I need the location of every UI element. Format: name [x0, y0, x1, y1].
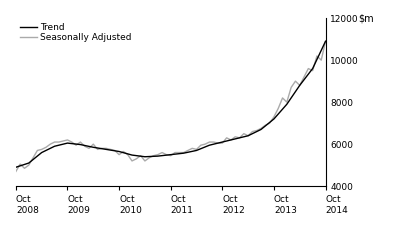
Line: Trend: Trend — [16, 41, 326, 167]
Seasonally Adjusted — [323, 40, 328, 43]
Line: Seasonally Adjusted: Seasonally Adjusted — [16, 41, 326, 171]
Y-axis label: $m: $m — [358, 13, 374, 23]
Trend — [272, 118, 276, 120]
Trend — [13, 166, 18, 169]
Seasonally Adjusted — [117, 153, 121, 156]
Trend — [168, 153, 173, 156]
Seasonally Adjusted — [272, 116, 276, 118]
Trend — [293, 90, 298, 93]
Seasonally Adjusted — [293, 80, 298, 82]
Legend: Trend, Seasonally Adjusted: Trend, Seasonally Adjusted — [20, 23, 132, 42]
Seasonally Adjusted — [280, 96, 285, 99]
Trend — [117, 150, 121, 153]
Trend — [82, 144, 87, 147]
Trend — [323, 40, 328, 43]
Seasonally Adjusted — [13, 170, 18, 173]
Seasonally Adjusted — [82, 145, 87, 148]
Seasonally Adjusted — [168, 154, 173, 157]
Trend — [280, 108, 285, 111]
